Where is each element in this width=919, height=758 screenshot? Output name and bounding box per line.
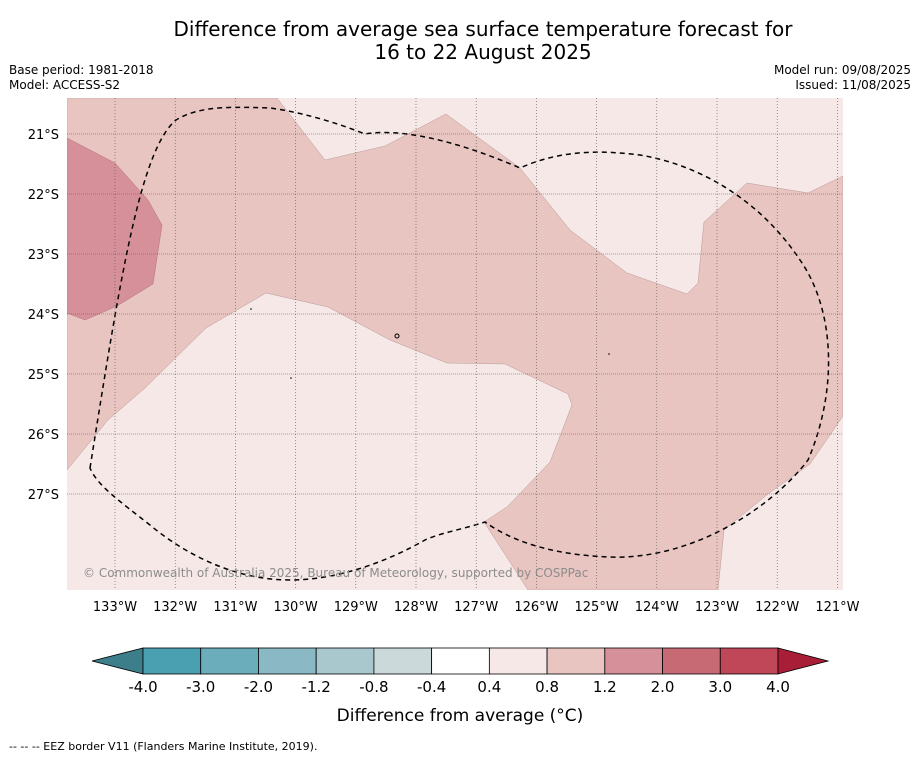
colorbar-tick-label: 1.2 bbox=[593, 678, 617, 696]
colorbar-tick-label: 4.0 bbox=[766, 678, 790, 696]
latitude-label: 25°S bbox=[28, 368, 59, 383]
eez-border bbox=[89, 106, 830, 581]
longitude-label: 131°W bbox=[213, 600, 257, 615]
gridlines bbox=[67, 98, 843, 590]
meta-left: Base period: 1981-2018 Model: ACCESS-S2 bbox=[9, 63, 154, 93]
longitude-label: 123°W bbox=[695, 600, 739, 615]
longitude-label: 126°W bbox=[514, 600, 558, 615]
latitude-label: 22°S bbox=[28, 188, 59, 203]
island-dot bbox=[394, 333, 400, 339]
colorbar-segment bbox=[315, 647, 375, 675]
eez-footnote: -- -- -- EEZ border V11 (Flanders Marine… bbox=[9, 740, 318, 753]
colorbar-tick-label: -2.0 bbox=[244, 678, 273, 696]
colorbar-tick-label: -0.4 bbox=[417, 678, 446, 696]
issued-date: Issued: 11/08/2025 bbox=[795, 78, 911, 92]
colorbar-segment bbox=[604, 647, 663, 675]
latitude-label: 23°S bbox=[28, 248, 59, 263]
latitude-label: 21°S bbox=[28, 128, 59, 143]
colorbar-segment bbox=[488, 647, 548, 675]
latitude-label: 27°S bbox=[28, 488, 59, 503]
colorbar: -4.0 -3.0 -2.0 -1.2 -0.8 -0.4 0.4 0.8 1.2 2.0 3.0 4… bbox=[91, 647, 830, 726]
colorbar-tick-label: 3.0 bbox=[708, 678, 732, 696]
longitude-label: 132°W bbox=[153, 600, 197, 615]
colorbar-high-extend bbox=[777, 647, 830, 675]
latitude-label: 24°S bbox=[28, 308, 59, 323]
colorbar-low-extend bbox=[91, 647, 144, 675]
colorbar-labels: -4.0 -3.0 -2.0 -1.2 -0.8 -0.4 0.4 0.8 1.2 2.0 3.0 4… bbox=[128, 678, 790, 696]
island-dot bbox=[608, 353, 610, 355]
model-name: Model: ACCESS-S2 bbox=[9, 78, 121, 92]
title-line-1: Difference from average sea surface temp… bbox=[173, 17, 793, 41]
longitude-label: 124°W bbox=[635, 600, 679, 615]
longitude-label: 129°W bbox=[334, 600, 378, 615]
colorbar-segment bbox=[662, 647, 721, 675]
colorbar-segment bbox=[258, 647, 317, 675]
latitude-label: 26°S bbox=[28, 428, 59, 443]
colorbar-title: Difference from average (°C) bbox=[337, 706, 584, 726]
longitude-label: 130°W bbox=[274, 600, 318, 615]
longitude-labels: 133°W 132°W 131°W 130°W 129°W 128°W 127°W 126°W… bbox=[93, 600, 860, 615]
chart-title: Difference from average sea surface temp… bbox=[0, 18, 919, 64]
longitude-label: 128°W bbox=[394, 600, 438, 615]
colorbar-tick-label: 2.0 bbox=[651, 678, 675, 696]
island-dot bbox=[250, 308, 252, 310]
model-run: Model run: 09/08/2025 bbox=[773, 63, 911, 77]
colorbar-tick-label: 0.8 bbox=[535, 678, 559, 696]
colorbar-segment bbox=[142, 647, 202, 675]
colorbar-tick-label: -4.0 bbox=[128, 678, 157, 696]
colorbar-tick-label: -1.2 bbox=[302, 678, 331, 696]
copyright-text: © Commonwealth of Australia 2025, Bureau… bbox=[83, 566, 588, 580]
colorbar-segment bbox=[200, 647, 259, 675]
longitude-label: 122°W bbox=[755, 600, 799, 615]
colorbar-segments bbox=[142, 647, 779, 675]
strong-warm-region bbox=[67, 137, 163, 321]
latitude-labels: 21°S 22°S 23°S 24°S 25°S 26°S 27°S bbox=[28, 128, 59, 503]
colorbar-segment bbox=[719, 647, 779, 675]
island-dot bbox=[290, 377, 292, 379]
longitude-label: 133°W bbox=[93, 600, 137, 615]
base-period: Base period: 1981-2018 bbox=[9, 63, 154, 77]
medium-warm-band bbox=[67, 98, 843, 590]
colorbar-tick-label: 0.4 bbox=[477, 678, 501, 696]
colorbar-tick-label: -0.8 bbox=[359, 678, 388, 696]
longitude-label: 125°W bbox=[575, 600, 619, 615]
map-panel bbox=[67, 98, 843, 590]
colorbar-tick-label: -3.0 bbox=[186, 678, 215, 696]
colorbar-segment bbox=[373, 647, 433, 675]
longitude-label: 121°W bbox=[815, 600, 859, 615]
meta-right: Model run: 09/08/2025 Issued: 11/08/2025 bbox=[774, 63, 911, 93]
longitude-label: 127°W bbox=[454, 600, 498, 615]
title-line-2: 16 to 22 August 2025 bbox=[374, 40, 592, 64]
colorbar-segment bbox=[546, 647, 606, 675]
colorbar-segment bbox=[431, 647, 490, 675]
